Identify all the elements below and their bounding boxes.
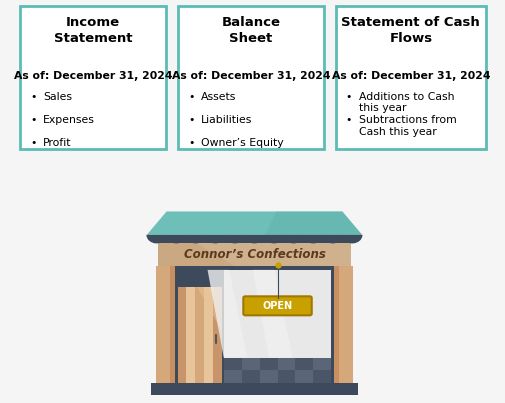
Bar [241, 357, 260, 370]
Text: •: • [188, 92, 194, 102]
Text: •: • [346, 92, 352, 102]
Bar [224, 370, 241, 383]
Text: Assets: Assets [201, 92, 236, 102]
Bar [151, 383, 358, 395]
Wedge shape [146, 235, 167, 243]
Text: •: • [31, 115, 37, 125]
Bar [178, 287, 222, 383]
Text: As of: December 31, 2024: As of: December 31, 2024 [332, 71, 490, 81]
Bar [178, 287, 186, 383]
Bar [260, 370, 278, 383]
Wedge shape [225, 235, 245, 243]
Bar [333, 266, 354, 383]
Wedge shape [244, 235, 265, 243]
Bar [158, 243, 351, 266]
Text: •: • [346, 115, 352, 125]
Bar [224, 270, 331, 357]
Text: Liabilities: Liabilities [201, 115, 252, 125]
Text: •: • [188, 115, 194, 125]
Wedge shape [342, 235, 363, 243]
Wedge shape [283, 235, 304, 243]
Bar [333, 266, 339, 383]
Polygon shape [147, 212, 362, 235]
Text: •: • [188, 138, 194, 148]
Polygon shape [253, 270, 292, 357]
Text: Connor’s Confections: Connor’s Confections [183, 248, 325, 261]
Wedge shape [303, 235, 323, 243]
Bar [204, 287, 213, 383]
Text: Income
Statement: Income Statement [54, 16, 132, 45]
FancyBboxPatch shape [243, 296, 312, 315]
Text: •: • [31, 138, 37, 148]
Text: Subtractions from
Cash this year: Subtractions from Cash this year [359, 115, 457, 137]
Wedge shape [166, 235, 186, 243]
FancyBboxPatch shape [20, 6, 166, 149]
Bar [278, 357, 295, 370]
Bar [156, 266, 175, 383]
Wedge shape [264, 235, 284, 243]
Text: Statement of Cash
Flows: Statement of Cash Flows [341, 16, 480, 45]
Text: Owner’s Equity: Owner’s Equity [201, 138, 284, 148]
Text: Balance
Sheet: Balance Sheet [221, 16, 280, 45]
Wedge shape [205, 235, 226, 243]
Bar [156, 266, 354, 383]
Polygon shape [196, 243, 351, 266]
Bar [170, 266, 175, 383]
Text: Expenses: Expenses [43, 115, 95, 125]
Text: Profit: Profit [43, 138, 72, 148]
Text: Sales: Sales [43, 92, 72, 102]
Bar [186, 287, 195, 383]
Wedge shape [185, 235, 206, 243]
Bar [224, 357, 331, 383]
Bar [195, 287, 204, 383]
Polygon shape [208, 270, 247, 357]
FancyBboxPatch shape [336, 6, 486, 149]
Text: OPEN: OPEN [263, 301, 292, 311]
Polygon shape [197, 287, 222, 330]
Text: Additions to Cash
this year: Additions to Cash this year [359, 92, 454, 114]
FancyBboxPatch shape [178, 6, 324, 149]
Text: As of: December 31, 2024: As of: December 31, 2024 [14, 71, 173, 81]
Wedge shape [323, 235, 343, 243]
Polygon shape [266, 212, 362, 235]
Bar [314, 357, 331, 370]
Bar [154, 235, 356, 243]
Bar [213, 287, 222, 383]
Text: As of: December 31, 2024: As of: December 31, 2024 [172, 71, 330, 81]
Bar [295, 370, 314, 383]
Text: •: • [31, 92, 37, 102]
